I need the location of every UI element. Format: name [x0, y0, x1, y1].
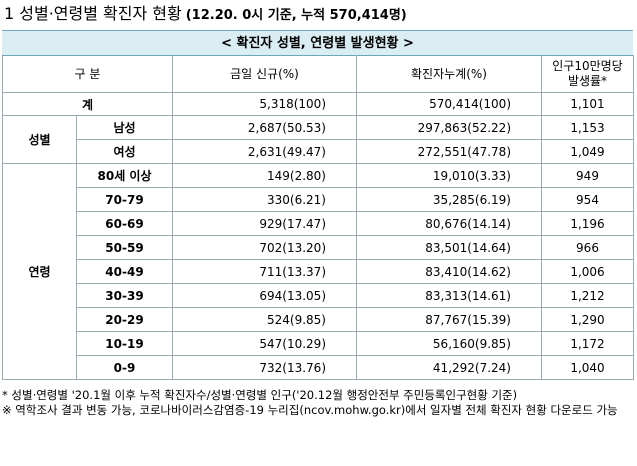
row-new: 149(2.80)	[172, 163, 357, 188]
row-new: 694(13.05)	[172, 283, 357, 308]
table-row: 0-9 732(13.76) 41,292(7.24) 1,040	[3, 355, 634, 380]
row-new: 2,631(49.47)	[172, 139, 357, 164]
gender-group-label: 성별	[2, 115, 77, 164]
row-rate: 1,212	[541, 283, 634, 308]
row-new: 2,687(50.53)	[172, 115, 357, 140]
table-row: 연령 80세 이상 149(2.80) 19,010(3.33) 949	[2, 163, 634, 380]
header-new: 금일 신규(%)	[172, 55, 357, 93]
header-category: 구 분	[2, 55, 173, 93]
row-new: 524(9.85)	[172, 307, 357, 332]
row-label: 80세 이상	[76, 163, 173, 188]
row-rate: 966	[541, 235, 634, 260]
row-label: 50-59	[76, 235, 173, 260]
age-group-label: 연령	[2, 163, 77, 380]
row-rate: 1,196	[541, 211, 634, 236]
row-cumulative: 83,410(14.62)	[356, 259, 542, 284]
row-cumulative: 297,863(52.22)	[356, 115, 542, 140]
table-row: 10-19 547(10.29) 56,160(9.85) 1,172	[3, 331, 634, 356]
row-rate: 1,049	[541, 139, 634, 164]
footnote: ※ 역학조사 결과 변동 가능, 코로나바이러스감염증-19 누리집(ncov.…	[2, 403, 618, 417]
row-cumulative: 56,160(9.85)	[356, 331, 542, 356]
row-cumulative: 87,767(15.39)	[356, 307, 542, 332]
header-rate-line1: 인구10만명당	[552, 59, 623, 73]
table-row: 성별 남성 2,687(50.53) 297,863(52.22) 1,153	[2, 115, 634, 164]
row-label: 20-29	[76, 307, 173, 332]
confirmed-cases-table: 구 분 금일 신규(%) 확진자누계(%) 인구10만명당 발생률* 계 5,31…	[2, 55, 634, 380]
header-cumulative: 확진자누계(%)	[356, 55, 542, 93]
header-rate: 인구10만명당 발생률*	[541, 55, 634, 93]
footnote: * 성별·연령별 '20.1월 이후 누적 확진자수/성별·연령별 인구('20…	[2, 388, 518, 402]
table-row: 50-59 702(13.20) 83,501(14.64) 966	[3, 235, 634, 260]
row-new: 702(13.20)	[172, 235, 357, 260]
row-label: 남성	[76, 115, 173, 140]
row-label: 40-49	[76, 259, 173, 284]
row-new: 732(13.76)	[172, 355, 357, 380]
row-rate: 949	[541, 163, 634, 188]
title-main: 1 성별·연령별 확진자 현황	[4, 4, 182, 23]
row-cumulative: 83,501(14.64)	[356, 235, 542, 260]
total-label: 계	[2, 92, 173, 116]
row-cumulative: 83,313(14.61)	[356, 283, 542, 308]
table-header-row: 구 분 금일 신규(%) 확진자누계(%) 인구10만명당 발생률*	[2, 55, 634, 93]
row-cumulative: 80,676(14.14)	[356, 211, 542, 236]
row-label: 60-69	[76, 211, 173, 236]
row-new: 711(13.37)	[172, 259, 357, 284]
table-row: 여성 2,631(49.47) 272,551(47.78) 1,049	[3, 139, 634, 164]
row-label: 0-9	[76, 355, 173, 380]
row-cumulative: 41,292(7.24)	[356, 355, 542, 380]
row-rate: 954	[541, 187, 634, 212]
row-rate: 1,006	[541, 259, 634, 284]
total-rate: 1,101	[541, 92, 634, 116]
row-label: 여성	[76, 139, 173, 164]
page-title: 1 성별·연령별 확진자 현황 (12.20. 0시 기준, 누적 570,414…	[4, 2, 407, 26]
header-rate-line2: 발생률*	[567, 74, 608, 88]
row-new: 547(10.29)	[172, 331, 357, 356]
row-cumulative: 19,010(3.33)	[356, 163, 542, 188]
row-label: 70-79	[76, 187, 173, 212]
table-row: 70-79 330(6.21) 35,285(6.19) 954	[3, 187, 634, 212]
footnotes: * 성별·연령별 '20.1월 이후 누적 확진자수/성별·연령별 인구('20…	[2, 388, 635, 418]
title-sub: (12.20. 0시 기준, 누적 570,414명)	[185, 8, 407, 23]
row-new: 929(17.47)	[172, 211, 357, 236]
row-cumulative: 272,551(47.78)	[356, 139, 542, 164]
row-rate: 1,040	[541, 355, 634, 380]
table-row-total: 계 5,318(100) 570,414(100) 1,101	[2, 92, 634, 116]
total-cumulative: 570,414(100)	[356, 92, 542, 116]
row-rate: 1,172	[541, 331, 634, 356]
table-row: 30-39 694(13.05) 83,313(14.61) 1,212	[3, 283, 634, 308]
row-label: 10-19	[76, 331, 173, 356]
total-new: 5,318(100)	[172, 92, 357, 116]
table-row: 60-69 929(17.47) 80,676(14.14) 1,196	[3, 211, 634, 236]
table-caption: < 확진자 성별, 연령별 발생현황 >	[2, 30, 633, 56]
row-new: 330(6.21)	[172, 187, 357, 212]
table-row: 20-29 524(9.85) 87,767(15.39) 1,290	[3, 307, 634, 332]
row-rate: 1,290	[541, 307, 634, 332]
row-label: 30-39	[76, 283, 173, 308]
table-row: 40-49 711(13.37) 83,410(14.62) 1,006	[3, 259, 634, 284]
row-rate: 1,153	[541, 115, 634, 140]
row-cumulative: 35,285(6.19)	[356, 187, 542, 212]
